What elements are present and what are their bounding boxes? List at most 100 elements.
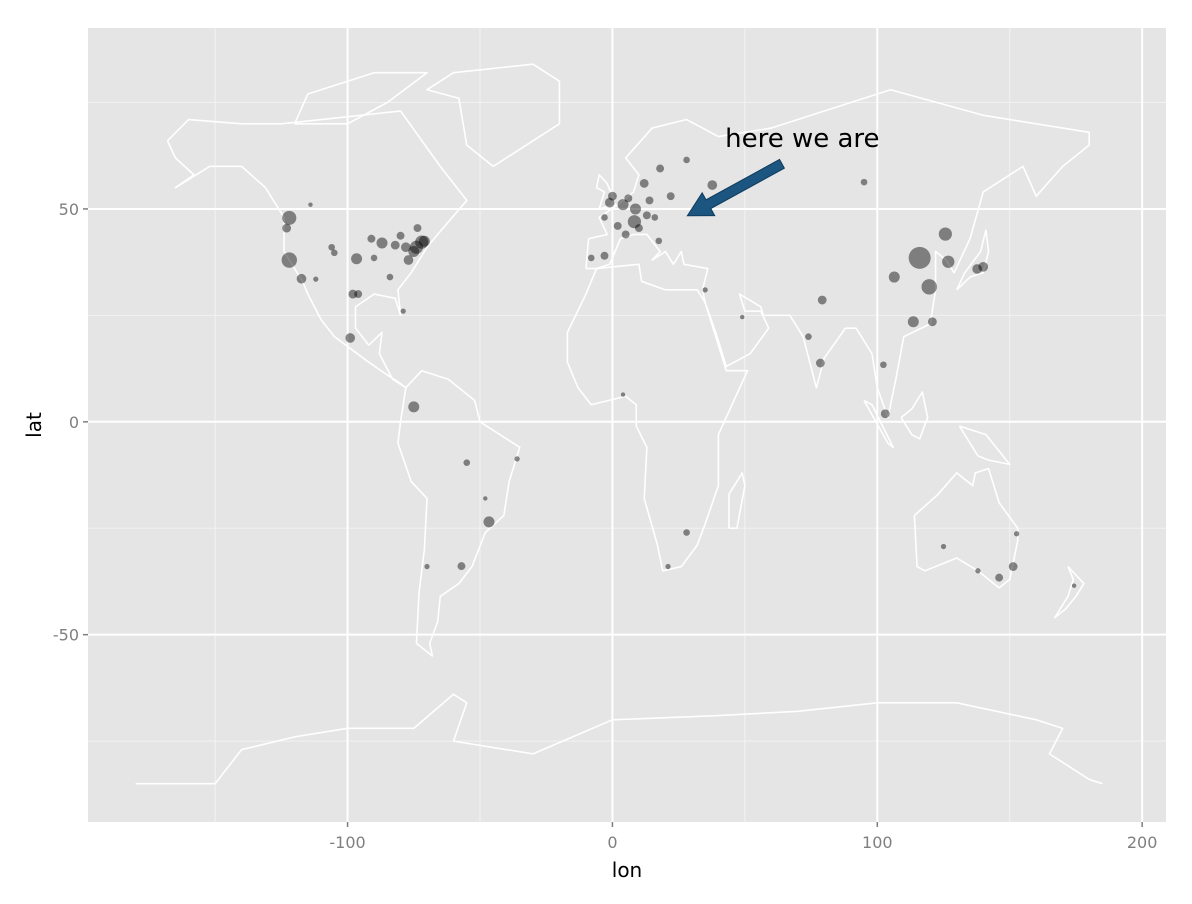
y-axis-label: lat — [22, 412, 46, 438]
map-outline-great-britain — [595, 174, 616, 210]
y-tick-label: 50 — [59, 200, 79, 219]
gridlines — [88, 28, 1166, 822]
data-point — [621, 230, 630, 239]
plot-panel — [88, 28, 1166, 822]
map-outline-greenland — [426, 63, 561, 168]
data-point — [880, 409, 890, 419]
map-outline-eurasia — [585, 88, 1090, 419]
data-point — [328, 243, 335, 251]
data-point — [627, 215, 642, 229]
data-point — [940, 543, 947, 550]
y-tick-label: 0 — [69, 413, 79, 432]
data-point — [601, 214, 608, 221]
data-point — [331, 249, 338, 257]
data-point — [600, 251, 609, 260]
data-point — [620, 392, 626, 397]
data-point — [880, 361, 887, 369]
data-point — [1008, 562, 1018, 571]
world-map-outline — [135, 63, 1103, 785]
map-outline-australia — [913, 467, 1019, 589]
map-outline-madagascar — [728, 472, 746, 530]
data-point — [665, 563, 671, 570]
data-point — [282, 223, 292, 233]
x-tick-label: -100 — [329, 833, 365, 852]
map-outline-new-guinea — [958, 425, 1011, 466]
data-point — [805, 333, 812, 340]
data-point — [666, 192, 675, 201]
data-point — [604, 197, 615, 208]
data-point — [645, 196, 654, 205]
x-tick-label: 100 — [862, 833, 893, 852]
map-outline-sumatra — [863, 399, 894, 449]
data-point — [390, 240, 400, 250]
data-point — [642, 211, 651, 220]
data-point — [282, 210, 297, 225]
data-point — [281, 252, 297, 268]
data-point — [313, 276, 319, 282]
data-point — [296, 273, 307, 284]
data-point — [740, 314, 745, 320]
data-point — [483, 496, 488, 501]
data-point — [367, 234, 376, 243]
data-point — [403, 255, 414, 265]
data-point — [972, 264, 982, 274]
data-point — [651, 214, 659, 221]
data-point — [400, 308, 406, 314]
data-point — [308, 202, 313, 207]
data-point — [1071, 583, 1077, 588]
map-outline-arctic-islands — [293, 71, 428, 125]
data-point — [408, 246, 420, 258]
data-point — [707, 180, 718, 190]
data-point — [938, 227, 952, 241]
map-outline-japan — [956, 229, 990, 291]
data-point — [463, 459, 471, 466]
data-point — [351, 253, 363, 265]
data-point — [702, 287, 708, 293]
data-point — [386, 273, 394, 281]
data-point — [817, 295, 827, 305]
data-point — [975, 568, 981, 574]
data-point — [424, 563, 430, 570]
data-point — [587, 254, 595, 262]
data-point — [1013, 531, 1020, 537]
data-point — [613, 222, 622, 230]
data-point — [457, 562, 466, 571]
data-point — [617, 199, 629, 211]
data-point — [634, 224, 643, 233]
data-point — [396, 231, 405, 240]
data-point — [408, 401, 420, 413]
data-point — [639, 178, 649, 188]
x-axis-label: lon — [612, 858, 642, 882]
data-point — [907, 316, 919, 328]
data-point — [608, 191, 617, 201]
data-point — [656, 164, 665, 173]
data-point — [345, 333, 356, 343]
data-point — [888, 271, 900, 283]
annotation: here we are — [686, 124, 880, 217]
data-point — [413, 224, 422, 233]
map-outline-new-zealand — [1053, 566, 1085, 619]
data-point — [683, 156, 690, 164]
data-point — [815, 358, 825, 368]
data-point — [370, 254, 378, 262]
data-point — [354, 290, 363, 299]
map-outline-antarctica — [135, 693, 1103, 785]
data-points — [281, 156, 1077, 588]
data-point — [629, 203, 641, 215]
data-point — [376, 237, 388, 249]
annotation-arrow — [686, 158, 786, 217]
x-tick-label: 200 — [1127, 833, 1158, 852]
map-outline-africa — [566, 263, 749, 572]
data-point — [400, 242, 411, 253]
data-point — [921, 279, 937, 295]
data-point — [908, 246, 931, 269]
map-outline-south-america — [397, 369, 521, 657]
data-point — [655, 237, 663, 245]
data-point — [860, 178, 868, 186]
data-point — [483, 516, 495, 528]
x-tick-label: 0 — [607, 833, 617, 852]
annotation-text: here we are — [725, 124, 879, 154]
data-point — [409, 240, 424, 254]
data-point — [348, 289, 358, 299]
